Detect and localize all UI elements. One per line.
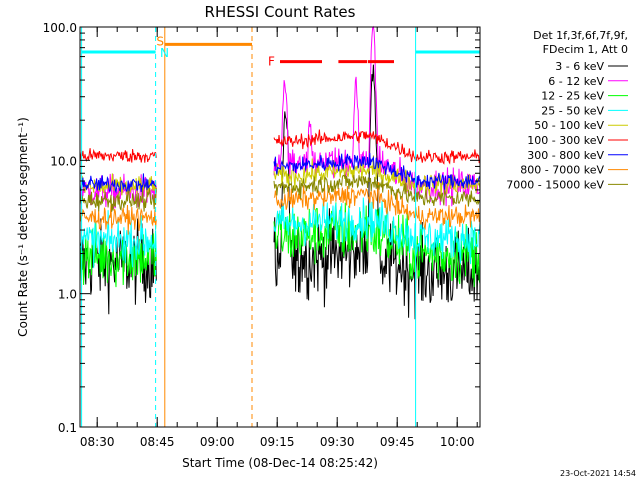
flag-bars: F SN <box>81 34 480 69</box>
legend-entry-label: 7000 - 15000 keV <box>506 178 604 191</box>
legend-entry-label: 25 - 50 keV <box>541 104 604 117</box>
legend: Det 1f,3f,6f,7f,9f,FDecim 1, Att 0 3 - 6 … <box>506 29 628 191</box>
flag-label: F <box>268 55 275 69</box>
y-tick-label: 0.1 <box>58 421 77 435</box>
legend-entry-label: 100 - 300 keV <box>527 134 604 147</box>
x-tick-label: 10:00 <box>440 435 475 449</box>
x-tick-label: 09:30 <box>320 435 355 449</box>
plot-area <box>79 25 481 320</box>
y-tick-label: 1.0 <box>58 288 77 302</box>
series-line <box>273 155 481 197</box>
x-tick-label: 09:45 <box>380 435 415 449</box>
series-line <box>273 182 481 231</box>
flag-letter: N <box>160 46 169 60</box>
series-line <box>273 174 481 207</box>
series-line <box>79 204 157 235</box>
legend-entry-label: 800 - 7000 keV <box>520 164 604 177</box>
series-line <box>273 152 481 190</box>
chart-title: RHESSI Count Rates <box>205 3 356 21</box>
series-800-7000-kev <box>79 182 481 235</box>
axes: 08:30 08:45 09:00 09:15 09:30 09:45 10:00 0.1 1.… <box>43 21 480 449</box>
legend-header: FDecim 1, Att 0 <box>543 43 628 56</box>
plot-frame <box>79 26 481 428</box>
legend-entry-label: 6 - 12 keV <box>548 75 604 88</box>
x-axis-label: Start Time (08-Dec-14 08:25:42) <box>182 456 378 470</box>
legend-entry-label: 300 - 800 keV <box>527 149 604 162</box>
x-tick-label: 09:00 <box>200 435 235 449</box>
x-tick-label: 08:45 <box>140 435 175 449</box>
flag-letter: S <box>156 34 164 48</box>
legend-entry-label: 12 - 25 keV <box>541 90 604 103</box>
series-100-300-kev <box>79 129 481 165</box>
x-tick-label: 09:15 <box>260 435 295 449</box>
series-300-800-kev <box>79 152 481 194</box>
x-tick-label: 08:30 <box>80 435 115 449</box>
y-tick-label: 10.0 <box>50 154 77 168</box>
y-axis-label: Count Rate (s⁻¹ detector segment⁻¹) <box>16 117 30 337</box>
footer-timestamp: 23-Oct-2021 14:54 <box>560 469 636 478</box>
series-line <box>79 187 157 212</box>
legend-header: Det 1f,3f,6f,7f,9f, <box>533 29 628 42</box>
legend-entry-label: 3 - 6 keV <box>555 60 604 73</box>
series-line <box>273 129 481 165</box>
y-tick-label: 100.0 <box>43 21 77 35</box>
legend-entry-label: 50 - 100 keV <box>534 119 604 132</box>
series-line <box>273 196 481 265</box>
series-line <box>79 148 157 163</box>
series-7000-15000-kev <box>79 174 481 212</box>
series-line <box>79 173 157 194</box>
